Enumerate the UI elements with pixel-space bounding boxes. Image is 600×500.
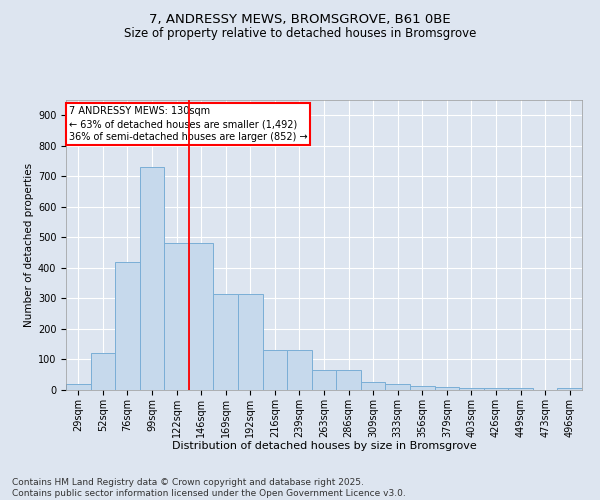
Text: Contains HM Land Registry data © Crown copyright and database right 2025.
Contai: Contains HM Land Registry data © Crown c… <box>12 478 406 498</box>
Bar <box>312 370 336 390</box>
X-axis label: Distribution of detached houses by size in Bromsgrove: Distribution of detached houses by size … <box>172 441 476 451</box>
Text: Size of property relative to detached houses in Bromsgrove: Size of property relative to detached ho… <box>124 28 476 40</box>
Bar <box>214 294 238 390</box>
Bar <box>410 386 434 390</box>
Text: 7, ANDRESSY MEWS, BROMSGROVE, B61 0BE: 7, ANDRESSY MEWS, BROMSGROVE, B61 0BE <box>149 12 451 26</box>
Bar <box>189 244 214 390</box>
Bar <box>508 388 533 390</box>
Bar <box>115 262 140 390</box>
Bar <box>287 350 312 390</box>
Bar <box>434 387 459 390</box>
Bar <box>459 388 484 390</box>
Bar <box>91 354 115 390</box>
Text: 7 ANDRESSY MEWS: 130sqm
← 63% of detached houses are smaller (1,492)
36% of semi: 7 ANDRESSY MEWS: 130sqm ← 63% of detache… <box>68 106 307 142</box>
Bar <box>140 167 164 390</box>
Bar <box>238 294 263 390</box>
Bar <box>557 388 582 390</box>
Bar <box>66 384 91 390</box>
Bar <box>263 350 287 390</box>
Y-axis label: Number of detached properties: Number of detached properties <box>23 163 34 327</box>
Bar <box>385 384 410 390</box>
Bar <box>336 370 361 390</box>
Bar <box>164 244 189 390</box>
Bar <box>484 388 508 390</box>
Bar <box>361 382 385 390</box>
